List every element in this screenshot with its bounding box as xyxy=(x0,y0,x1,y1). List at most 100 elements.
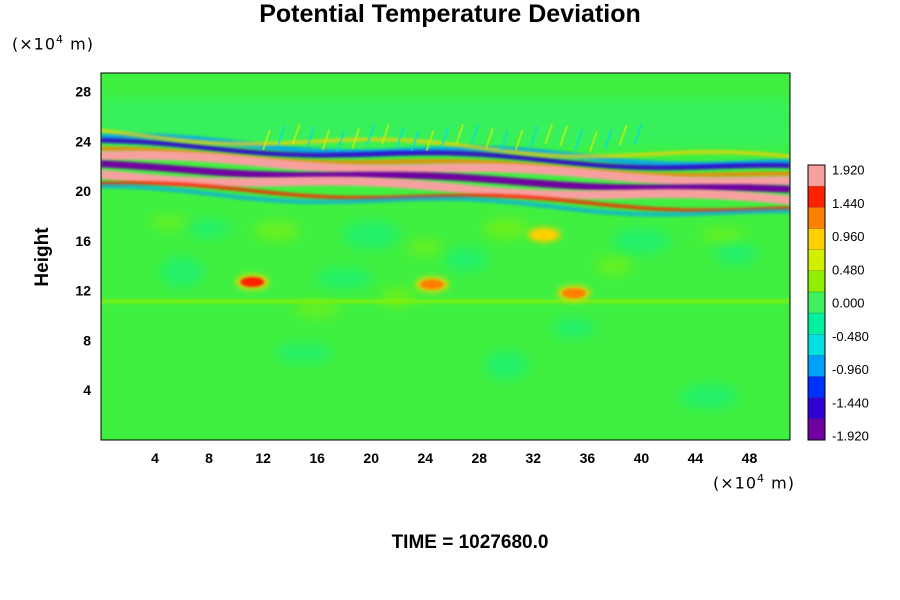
chart-title: Potential Temperature Deviation xyxy=(259,0,641,28)
warm-anomaly-4 xyxy=(561,288,586,299)
wave-ripple xyxy=(381,123,390,145)
colorbar-frame xyxy=(807,164,826,441)
wave-ripple xyxy=(321,129,331,151)
wave-ripple xyxy=(499,131,509,152)
x-tick-label: 4 xyxy=(151,450,159,466)
x-tick-label: 28 xyxy=(471,450,487,466)
warm-patch xyxy=(294,302,341,317)
cool-patch xyxy=(443,247,488,272)
upper-pink-band-top xyxy=(101,150,790,187)
y-tick-label: 24 xyxy=(75,133,91,149)
colorbar-tick-label: 0.000 xyxy=(832,296,865,311)
wave-ripple xyxy=(306,125,316,147)
lower-red-edge xyxy=(101,181,790,213)
x-tick-label: 8 xyxy=(205,450,213,466)
y-tick-label: 16 xyxy=(75,233,91,249)
colorbar-segment xyxy=(808,418,825,440)
y-axis-unit: (×104 m) xyxy=(12,33,94,53)
wave-ripple xyxy=(544,123,554,145)
wave-ripple xyxy=(425,130,435,152)
cool-patch xyxy=(713,242,758,265)
colorbar: 1.920 1.440 0.960 0.480 0.000 -0.480 -0.960 -1.… xyxy=(807,163,869,444)
wave-ripple xyxy=(470,124,479,146)
wave-ripple xyxy=(336,131,346,152)
y-tick-label: 12 xyxy=(75,283,91,299)
x-tick-label: 16 xyxy=(309,450,325,466)
wave-ripple xyxy=(291,123,301,145)
warm-patch xyxy=(407,240,444,255)
y-unit-exponent: 4 xyxy=(56,33,65,46)
colorbar-segment xyxy=(808,186,825,208)
wave-ripple xyxy=(395,127,405,148)
lower-cool-edge xyxy=(101,183,790,218)
colorbar-tick-label: -0.480 xyxy=(832,329,869,344)
x-tick-label: 32 xyxy=(526,450,542,466)
time-readout: TIME = 1027680.0 xyxy=(0,532,900,554)
wave-ripple xyxy=(514,129,524,151)
y-tick-labels: 4 8 12 16 20 24 28 xyxy=(75,84,91,399)
y-unit-prefix: (×10 xyxy=(12,34,57,54)
colorbar-segment xyxy=(808,397,825,419)
x-tick-labels: 4 8 12 16 20 24 28 32 36 40 44 48 xyxy=(151,450,757,466)
colorbar-segment xyxy=(808,291,825,314)
cool-patch xyxy=(679,384,738,409)
x-tick-label: 36 xyxy=(580,450,596,466)
time-label: TIME = xyxy=(391,532,459,553)
wave-ripple xyxy=(529,126,539,147)
colorbar-segment xyxy=(808,270,825,292)
warm-patch xyxy=(150,216,187,229)
upper-purple-band xyxy=(101,160,790,193)
upper-pink-band-bottom xyxy=(101,169,790,205)
cool-patch xyxy=(484,351,529,380)
colorbar-segment xyxy=(808,334,825,356)
wave-ripple xyxy=(618,125,628,146)
wave-ripple xyxy=(410,130,420,152)
warm-anomaly-1 xyxy=(240,277,265,288)
x-axis-unit: (×104 m) xyxy=(713,472,795,492)
x-unit-prefix: (×10 xyxy=(713,473,758,493)
wave-ripple xyxy=(455,123,465,145)
wave-ripple xyxy=(603,128,613,150)
y-tick-label: 4 xyxy=(83,382,91,398)
warm-patch xyxy=(253,221,300,240)
colorbar-tick-label: 1.440 xyxy=(832,196,865,211)
x-unit-suffix: m) xyxy=(765,473,795,493)
colorbar-segment xyxy=(808,313,825,335)
colorbar-segment xyxy=(808,165,825,187)
colorbar-segment xyxy=(808,249,825,271)
warm-patch xyxy=(699,228,746,241)
wave-ripple xyxy=(366,124,375,146)
wave-ripple xyxy=(589,131,598,152)
y-tick-label: 8 xyxy=(83,332,91,348)
x-tick-label: 40 xyxy=(634,450,650,466)
colorbar-tick-label: -1.920 xyxy=(832,429,869,444)
cool-patch xyxy=(612,227,671,254)
colorbar-segment xyxy=(808,207,825,229)
warm-patch xyxy=(596,257,633,274)
y-tick-label: 28 xyxy=(75,84,91,100)
cool-patch xyxy=(315,268,374,289)
y-tick-label: 20 xyxy=(75,183,91,199)
x-tick-label: 44 xyxy=(688,450,704,466)
cool-patch xyxy=(342,220,401,249)
upper-dark-band xyxy=(101,137,790,171)
lower-layer-line xyxy=(101,299,790,304)
upper-cool-band xyxy=(101,133,790,168)
colorbar-tick-label: -1.440 xyxy=(832,395,869,410)
plot-frame xyxy=(100,72,791,441)
cool-patch xyxy=(551,318,596,339)
time-value: 1027680.0 xyxy=(458,532,549,553)
colorbar-tick-label: 0.960 xyxy=(832,229,865,244)
wave-ripple xyxy=(277,125,286,147)
wave-ripple xyxy=(351,128,360,149)
cool-patch xyxy=(160,257,205,288)
warm-anomaly-3 xyxy=(532,229,557,240)
plot-area xyxy=(101,73,790,440)
colorbar-tick-label: -0.960 xyxy=(832,362,869,377)
wave-ripple xyxy=(633,123,643,145)
cool-patch xyxy=(187,219,232,238)
cool-patch xyxy=(274,343,333,362)
wave-ripple xyxy=(440,127,450,148)
warm-anomaly-2 xyxy=(419,279,444,290)
